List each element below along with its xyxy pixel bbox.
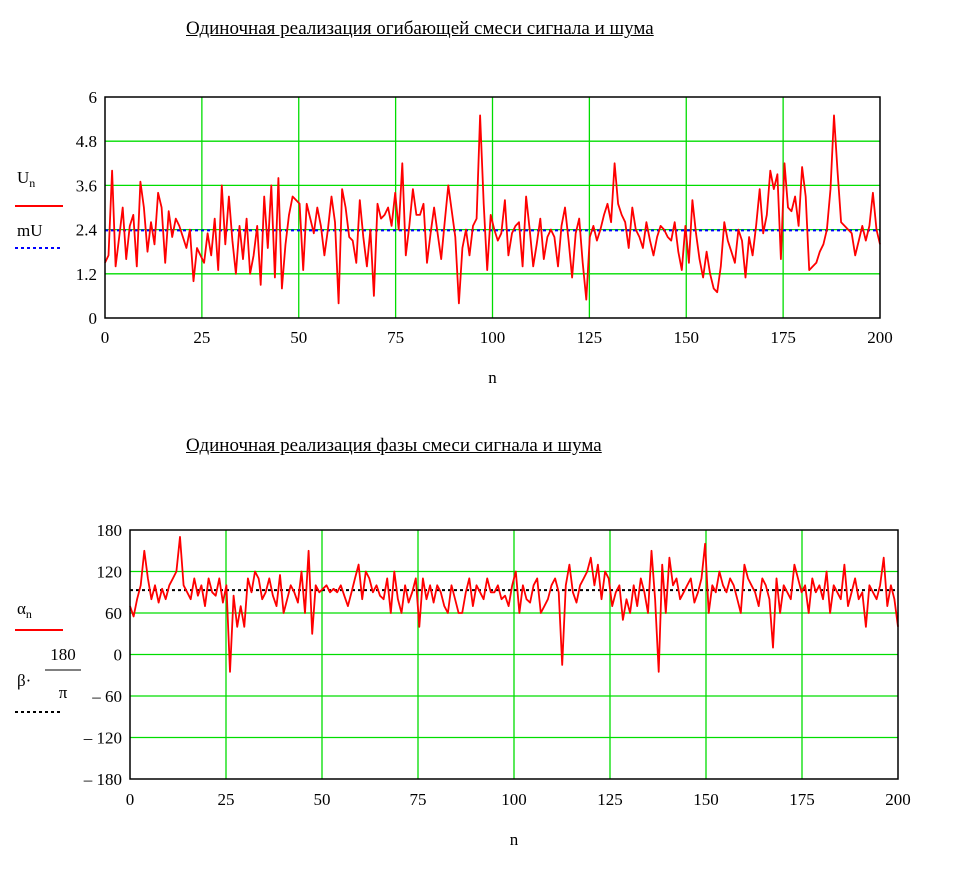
y-tick-label: – 120 xyxy=(83,729,122,748)
x-tick-label: 200 xyxy=(885,790,911,809)
y-tick-label: 3.6 xyxy=(76,176,97,195)
x-tick-label: 150 xyxy=(693,790,719,809)
x-tick-label: 75 xyxy=(410,790,427,809)
x-tick-label: 175 xyxy=(770,328,796,347)
x-tick-label: 25 xyxy=(218,790,235,809)
y-tick-label: 4.8 xyxy=(76,132,97,151)
plot-frame xyxy=(129,529,899,780)
x-tick-label: 125 xyxy=(577,328,603,347)
x-tick-label: 100 xyxy=(480,328,506,347)
series-line xyxy=(104,114,881,305)
legend-label-ref: mU xyxy=(17,221,43,240)
x-tick-label: 100 xyxy=(501,790,527,809)
x-tick-label: 25 xyxy=(193,328,210,347)
legend-label-ref-prefix: β· xyxy=(17,671,31,690)
legend-label-main: Un xyxy=(17,168,35,190)
chart-title-phase: Одиночная реализация фазы смеси сигнала … xyxy=(186,435,602,456)
x-tick-label: 50 xyxy=(290,328,307,347)
x-tick-label: 0 xyxy=(126,790,135,809)
plot-frame xyxy=(104,96,881,319)
x-tick-label: 75 xyxy=(387,328,404,347)
legend-label-main: αn xyxy=(17,599,32,621)
y-tick-label: 0 xyxy=(114,646,123,665)
x-tick-label: 150 xyxy=(674,328,700,347)
x-tick-label: 200 xyxy=(867,328,893,347)
x-tick-label: 50 xyxy=(314,790,331,809)
legend-label-subscript: n xyxy=(29,176,35,190)
y-tick-label: 6 xyxy=(89,88,98,107)
y-tick-label: 60 xyxy=(105,604,122,623)
y-tick-label: 180 xyxy=(97,521,123,540)
y-tick-label: 120 xyxy=(97,563,123,582)
legend-label-ref-numerator: 180 xyxy=(50,645,76,664)
y-tick-label: 0 xyxy=(89,309,98,328)
y-tick-label: – 60 xyxy=(91,687,122,706)
y-tick-label: – 180 xyxy=(83,770,122,789)
y-tick-label: 1.2 xyxy=(76,265,97,284)
series-line xyxy=(129,536,899,673)
x-tick-label: 125 xyxy=(597,790,623,809)
legend-label-subscript: n xyxy=(26,607,32,621)
chart-title-envelope: Одиночная реализация огибающей смеси сиг… xyxy=(186,18,654,39)
x-tick-label: 175 xyxy=(789,790,815,809)
x-tick-label: 0 xyxy=(101,328,110,347)
legend-label-ref-denominator: π xyxy=(59,683,68,702)
y-tick-label: 2.4 xyxy=(76,221,98,240)
x-axis-label: n xyxy=(510,830,519,849)
x-axis-label: n xyxy=(488,368,497,387)
